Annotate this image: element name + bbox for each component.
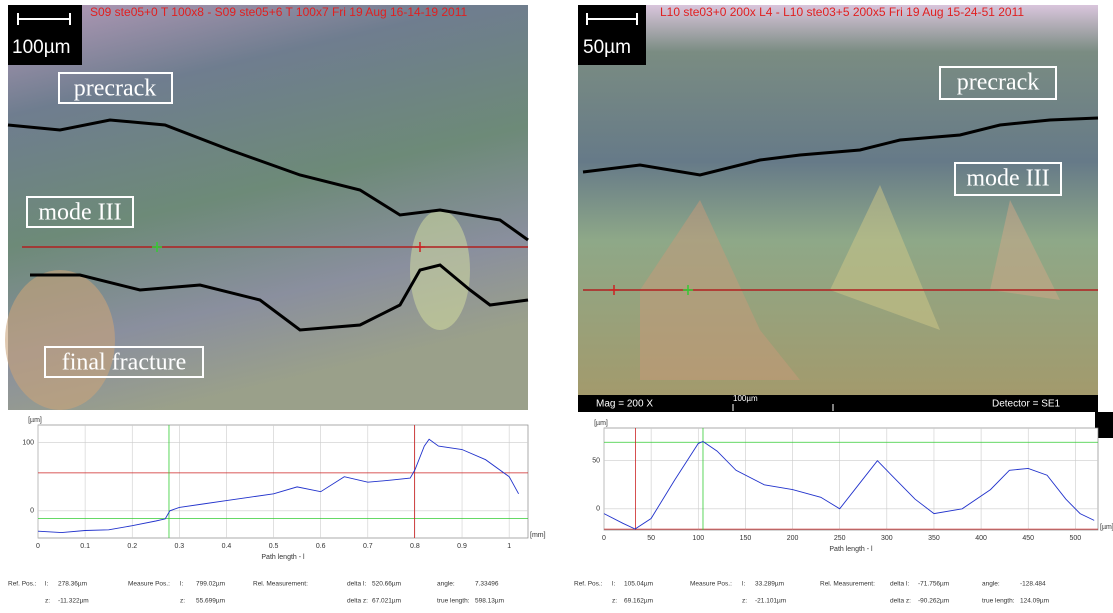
readout: l:: [742, 581, 745, 588]
readout: 520.66µm: [372, 581, 401, 588]
readout: -71.756µm: [918, 581, 949, 588]
readout: z:: [180, 598, 185, 605]
readout: delta z:: [347, 598, 368, 605]
readout: -90.262µm: [918, 598, 949, 605]
x-tick-label: 1: [507, 543, 511, 550]
x-unit: [µm]: [1100, 524, 1113, 531]
x-tick-label: 350: [928, 535, 940, 542]
readout: l:: [180, 581, 183, 588]
sem-right: 50µm L10 ste03+0 200x L4 - L10 ste03+5 2…: [578, 5, 1113, 438]
x-tick-label: 0.4: [222, 543, 232, 550]
header: L10 ste03+0 200x L4 - L10 ste03+5 200x5 …: [660, 5, 1024, 19]
readout: l:: [45, 581, 48, 588]
readout: 124.09µm: [1020, 598, 1049, 605]
x-axis-label: Path length - l: [261, 554, 305, 561]
x-unit: [mm]: [530, 532, 546, 539]
x-tick-label: 0.9: [457, 543, 467, 550]
annotation: precrack: [957, 70, 1040, 96]
x-tick-label: 0.1: [80, 543, 90, 550]
readout: 7.33496: [475, 581, 499, 588]
x-tick-label: 100: [692, 535, 704, 542]
x-tick-label: 500: [1070, 535, 1082, 542]
readout: Ref. Pos.:: [574, 581, 603, 588]
header: S09 ste05+0 T 100x8 - S09 ste05+6 T 100x…: [90, 5, 467, 19]
readout: true length:: [437, 598, 470, 605]
y-axis-label: [µm]: [594, 420, 608, 427]
x-tick-label: 450: [1022, 535, 1034, 542]
x-tick-label: 0: [36, 543, 40, 550]
y-tick-label: 0: [30, 508, 34, 515]
x-tick-label: 0.7: [363, 543, 373, 550]
y-tick-label: 100: [22, 440, 34, 447]
x-tick-label: 0.8: [410, 543, 420, 550]
x-tick-label: 150: [740, 535, 752, 542]
readout: delta l:: [347, 581, 366, 588]
readout: -128.484: [1020, 581, 1046, 588]
readout: angle:: [437, 581, 455, 588]
readout: z:: [612, 598, 617, 605]
x-tick-label: 200: [787, 535, 799, 542]
annotation: precrack: [74, 76, 157, 102]
plot-area: [604, 428, 1098, 530]
x-tick-label: 50: [647, 535, 655, 542]
x-tick-label: 0.6: [316, 543, 326, 550]
y-tick-label: 0: [596, 506, 600, 513]
readout: Ref. Pos.:: [8, 581, 37, 588]
footer-text: Mag = 200 X: [596, 399, 653, 410]
readout: z:: [45, 598, 50, 605]
footer-text: 100µm: [733, 394, 758, 403]
readout: Rel. Measurement:: [253, 581, 308, 588]
x-tick-label: 0.2: [127, 543, 137, 550]
x-tick-label: 0.3: [174, 543, 184, 550]
annotation: mode III: [966, 166, 1049, 192]
readout: 799.02µm: [196, 581, 225, 588]
readout: Measure Pos.:: [128, 581, 170, 588]
footer-text: Detector = SE1: [992, 399, 1061, 410]
readout: -11.322µm: [58, 598, 89, 605]
sem-left: 100µm S09 ste05+0 T 100x8 - S09 ste05+6 …: [5, 5, 528, 410]
readout: l:: [612, 581, 615, 588]
readout: 598.13µm: [475, 598, 504, 605]
scale-label: 100µm: [12, 37, 70, 58]
y-tick-label: 50: [592, 458, 600, 465]
readout: Rel. Measurement:: [820, 581, 875, 588]
x-tick-label: 400: [975, 535, 987, 542]
readout: z:: [742, 598, 747, 605]
annotation: mode III: [38, 200, 121, 226]
x-tick-label: 0: [602, 535, 606, 542]
x-tick-label: 250: [834, 535, 846, 542]
readout: Measure Pos.:: [690, 581, 732, 588]
readout: -21.101µm: [755, 598, 786, 605]
y-axis-label: [µm]: [28, 417, 42, 424]
annotation: final fracture: [62, 350, 187, 376]
x-tick-label: 0.5: [269, 543, 279, 550]
readout: 33.289µm: [755, 581, 784, 588]
x-axis-label: Path length - l: [829, 546, 873, 553]
readout: 67.021µm: [372, 598, 401, 605]
readout: true length:: [982, 598, 1015, 605]
readout: 69.162µm: [624, 598, 653, 605]
readout: delta z:: [890, 598, 911, 605]
readout: 278.36µm: [58, 581, 87, 588]
readout: 105.04µm: [624, 581, 653, 588]
readout: angle:: [982, 581, 1000, 588]
x-tick-label: 300: [881, 535, 893, 542]
plot-area: [38, 425, 528, 538]
figure: 100µm S09 ste05+0 T 100x8 - S09 ste05+6 …: [0, 0, 1113, 608]
readout: 55.699µm: [196, 598, 225, 605]
scale-label: 50µm: [583, 37, 631, 58]
readout: delta l:: [890, 581, 909, 588]
